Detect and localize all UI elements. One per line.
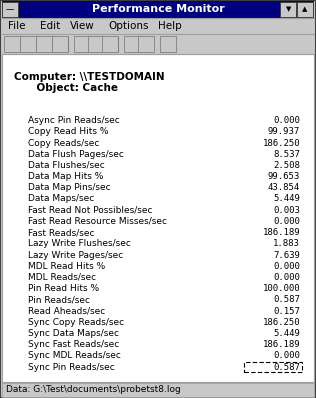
Text: 99.653: 99.653 (268, 172, 300, 181)
Text: Fast Read Resource Misses/sec: Fast Read Resource Misses/sec (28, 217, 167, 226)
Bar (2, 54, 314, 382)
Text: Fast Reads/sec: Fast Reads/sec (28, 228, 94, 237)
Text: Help: Help (158, 21, 182, 31)
Text: 5.449: 5.449 (273, 329, 300, 338)
Text: Data Map Pins/sec: Data Map Pins/sec (28, 183, 111, 192)
Bar (4, 36, 20, 52)
Text: 186.250: 186.250 (262, 139, 300, 148)
Text: 0.003: 0.003 (273, 206, 300, 215)
Text: 99.937: 99.937 (268, 127, 300, 136)
Text: Data Maps/sec: Data Maps/sec (28, 195, 94, 203)
Text: Data Flush Pages/sec: Data Flush Pages/sec (28, 150, 124, 159)
Text: 0.000: 0.000 (273, 217, 300, 226)
Bar (74, 36, 90, 52)
Bar (2, 18, 314, 34)
Text: 7.639: 7.639 (273, 250, 300, 259)
Text: 0.157: 0.157 (273, 306, 300, 316)
Text: Sync Fast Reads/sec: Sync Fast Reads/sec (28, 340, 119, 349)
Text: Async Pin Reads/sec: Async Pin Reads/sec (28, 116, 120, 125)
Bar (160, 36, 176, 52)
Text: ▲: ▲ (302, 6, 308, 12)
Text: 8.537: 8.537 (273, 150, 300, 159)
Text: Computer: \\TESTDOMAIN: Computer: \\TESTDOMAIN (14, 72, 165, 82)
Bar (20, 36, 36, 52)
Bar (2, 383, 314, 397)
Text: View: View (70, 21, 95, 31)
Bar (244, 363, 302, 372)
Text: Performance Monitor: Performance Monitor (92, 4, 224, 14)
Text: Pin Reads/sec: Pin Reads/sec (28, 295, 90, 304)
Text: Edit: Edit (40, 21, 60, 31)
Bar (297, 2, 313, 17)
Bar (2, 2, 18, 17)
Text: 0.000: 0.000 (273, 351, 300, 360)
Text: File: File (8, 21, 26, 31)
Bar (2, 34, 314, 54)
Text: Lazy Write Pages/sec: Lazy Write Pages/sec (28, 250, 123, 259)
Text: MDL Read Hits %: MDL Read Hits % (28, 262, 105, 271)
Text: 0.587: 0.587 (273, 363, 300, 371)
Text: Data: G:\Test\documents\probetst8.log: Data: G:\Test\documents\probetst8.log (6, 386, 181, 394)
Text: Pin Read Hits %: Pin Read Hits % (28, 284, 99, 293)
Text: 186.189: 186.189 (262, 340, 300, 349)
Text: —: — (6, 5, 14, 14)
Text: 100.000: 100.000 (262, 284, 300, 293)
Text: Data Flushes/sec: Data Flushes/sec (28, 161, 105, 170)
Text: Copy Reads/sec: Copy Reads/sec (28, 139, 99, 148)
Bar (36, 36, 52, 52)
Text: 43.854: 43.854 (268, 183, 300, 192)
Text: ▼: ▼ (286, 6, 292, 12)
Text: Data Map Hits %: Data Map Hits % (28, 172, 103, 181)
Text: 5.449: 5.449 (273, 195, 300, 203)
Text: 0.000: 0.000 (273, 262, 300, 271)
Text: Sync MDL Reads/sec: Sync MDL Reads/sec (28, 351, 121, 360)
Text: MDL Reads/sec: MDL Reads/sec (28, 273, 96, 282)
Text: 2.508: 2.508 (273, 161, 300, 170)
Bar (124, 36, 140, 52)
Text: Sync Pin Reads/sec: Sync Pin Reads/sec (28, 363, 115, 371)
Text: Sync Copy Reads/sec: Sync Copy Reads/sec (28, 318, 124, 327)
Text: Lazy Write Flushes/sec: Lazy Write Flushes/sec (28, 239, 131, 248)
Text: Object: Cache: Object: Cache (22, 83, 118, 93)
Text: Copy Read Hits %: Copy Read Hits % (28, 127, 108, 136)
Text: 0.000: 0.000 (273, 116, 300, 125)
Text: 1.883: 1.883 (273, 239, 300, 248)
Bar (2, 54, 314, 382)
Text: Options: Options (108, 21, 149, 31)
Bar (102, 36, 118, 52)
Text: 186.250: 186.250 (262, 318, 300, 327)
Bar (138, 36, 154, 52)
Text: Read Aheads/sec: Read Aheads/sec (28, 306, 105, 316)
Text: 0.000: 0.000 (273, 273, 300, 282)
Bar (2, 1, 314, 18)
Text: Fast Read Not Possibles/sec: Fast Read Not Possibles/sec (28, 206, 153, 215)
Bar (88, 36, 104, 52)
Text: 0.587: 0.587 (273, 295, 300, 304)
Text: Sync Data Maps/sec: Sync Data Maps/sec (28, 329, 119, 338)
Text: 186.189: 186.189 (262, 228, 300, 237)
Bar (52, 36, 68, 52)
Bar (280, 2, 296, 17)
